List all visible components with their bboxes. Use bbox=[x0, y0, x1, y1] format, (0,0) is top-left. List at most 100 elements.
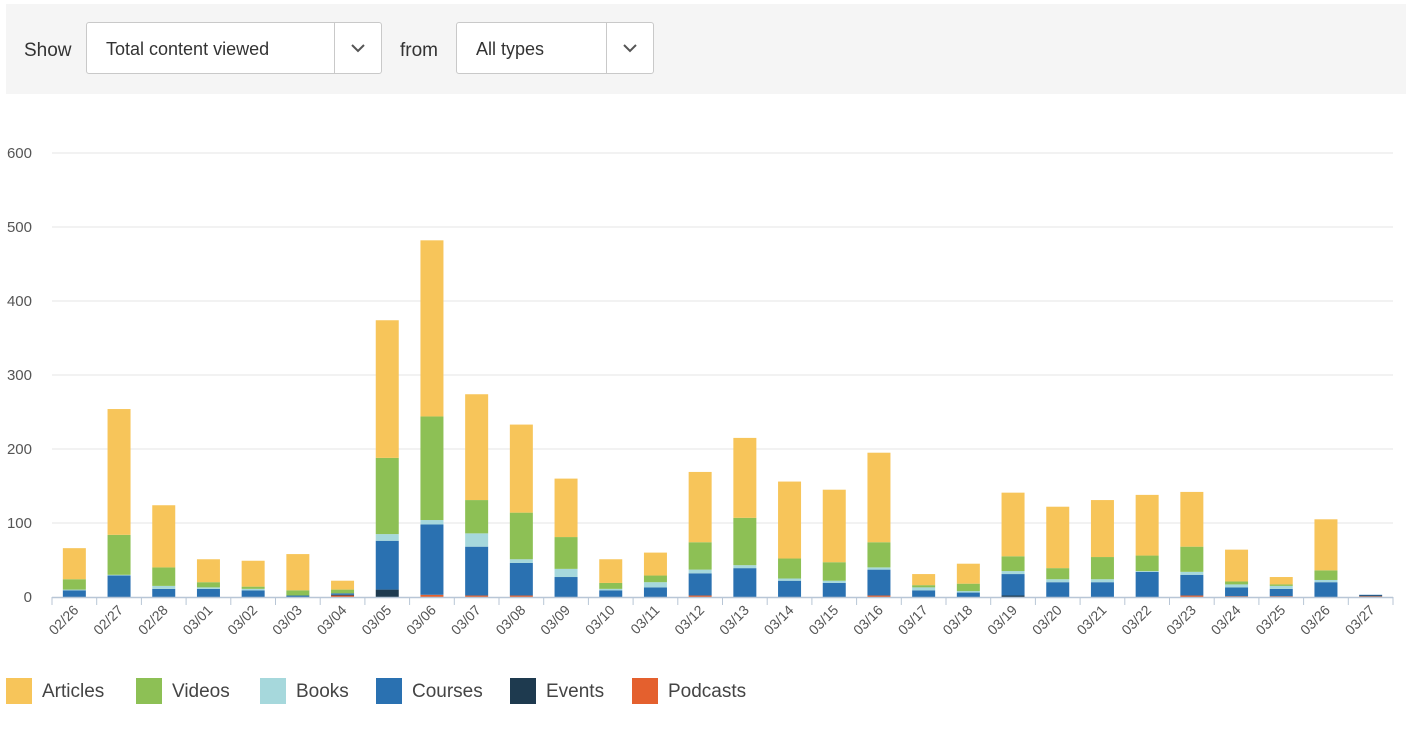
bar-segment-books bbox=[1090, 579, 1114, 583]
legend-swatch bbox=[136, 678, 162, 704]
bar-segment-books bbox=[822, 580, 846, 583]
x-tick-label: 03/22 bbox=[1118, 602, 1154, 638]
bar-segment-podcasts bbox=[1269, 596, 1293, 597]
bar-segment-articles bbox=[1225, 549, 1249, 582]
bar-segment-articles bbox=[465, 394, 489, 501]
show-label: Show bbox=[24, 40, 72, 61]
bar-segment-articles bbox=[62, 548, 86, 580]
bar-segment-books bbox=[599, 588, 623, 591]
bar-segment-books bbox=[688, 569, 712, 574]
bar-segment-videos bbox=[107, 534, 131, 575]
bar-segment-articles bbox=[1180, 491, 1204, 547]
bar-segment-articles bbox=[554, 478, 578, 538]
bar-segment-books bbox=[643, 582, 667, 588]
bar-segment-courses bbox=[107, 575, 131, 597]
bar-segment-articles bbox=[1314, 519, 1338, 571]
bar-segment-articles bbox=[1269, 577, 1293, 585]
x-tick-label: 03/27 bbox=[1342, 602, 1378, 638]
bar-segment-videos bbox=[688, 542, 712, 570]
x-tick-label: 03/17 bbox=[895, 602, 931, 638]
bar-segment-courses bbox=[643, 587, 667, 597]
bar-segment-articles bbox=[375, 320, 399, 458]
metric-select-value: Total content viewed bbox=[106, 39, 270, 59]
bar-segment-books bbox=[778, 578, 802, 581]
bar-segment-articles bbox=[107, 409, 131, 535]
bar-segment-articles bbox=[867, 452, 891, 543]
x-tick-label: 03/14 bbox=[761, 602, 797, 638]
bar-segment-courses bbox=[778, 580, 802, 597]
bar-segment-books bbox=[62, 589, 86, 591]
bar-segment-videos bbox=[1046, 568, 1070, 580]
bar-segment-books bbox=[867, 567, 891, 570]
bar-segment-courses bbox=[1046, 582, 1070, 597]
x-tick-label: 03/15 bbox=[805, 602, 841, 638]
x-tick-label: 03/10 bbox=[582, 602, 618, 638]
bar-segment-videos bbox=[1269, 584, 1293, 586]
bar-segment-podcasts bbox=[509, 595, 533, 597]
bar-segment-courses bbox=[1359, 594, 1383, 596]
x-tick-label: 03/11 bbox=[627, 602, 663, 638]
bar-segment-videos bbox=[599, 582, 623, 589]
bar-segment-books bbox=[554, 568, 578, 578]
bar-segment-articles bbox=[643, 552, 667, 576]
bar-segment-articles bbox=[1001, 492, 1025, 557]
bar-segment-videos bbox=[554, 537, 578, 569]
bar-segment-videos bbox=[643, 575, 667, 583]
bar-segment-articles bbox=[1046, 506, 1070, 569]
bar-segment-courses bbox=[62, 590, 86, 597]
bar-segment-podcasts bbox=[1359, 596, 1383, 597]
type-select-toggle[interactable] bbox=[606, 23, 653, 73]
bar-segment-events bbox=[1001, 595, 1025, 597]
legend-swatch bbox=[376, 678, 402, 704]
bar-segment-videos bbox=[867, 542, 891, 568]
bar-segment-articles bbox=[688, 471, 712, 543]
bar-segment-videos bbox=[196, 582, 220, 588]
bar-segment-books bbox=[241, 588, 265, 591]
metric-select-toggle[interactable] bbox=[334, 23, 381, 73]
x-tick-label: 03/13 bbox=[716, 602, 752, 638]
bar-segment-courses bbox=[1180, 574, 1204, 596]
bar-segment-books bbox=[420, 520, 444, 525]
x-tick-label: 03/20 bbox=[1029, 602, 1065, 638]
x-tick-label: 03/02 bbox=[224, 602, 260, 638]
bar-segment-podcasts bbox=[688, 595, 712, 597]
bar-segment-courses bbox=[196, 588, 220, 597]
bar-segment-courses bbox=[1314, 582, 1338, 597]
legend-label: Courses bbox=[412, 681, 483, 702]
bar-segment-books bbox=[107, 574, 131, 576]
legend-label: Podcasts bbox=[668, 681, 747, 702]
bar-segment-books bbox=[152, 585, 176, 589]
bar-segment-articles bbox=[1135, 494, 1159, 556]
bar-segment-videos bbox=[1090, 557, 1114, 580]
bar-segment-books bbox=[956, 591, 980, 593]
bar-segment-articles bbox=[196, 559, 220, 583]
bar-segment-articles bbox=[599, 559, 623, 583]
bar-segment-videos bbox=[912, 585, 936, 588]
metric-select[interactable]: Total content viewed bbox=[86, 22, 382, 74]
x-tick-label: 03/23 bbox=[1163, 602, 1199, 638]
bar-segment-courses bbox=[912, 590, 936, 597]
bar-segment-books bbox=[1269, 585, 1293, 589]
type-select[interactable]: All types bbox=[456, 22, 654, 74]
bar-segment-videos bbox=[420, 416, 444, 521]
bar-segment-articles bbox=[331, 580, 355, 590]
x-tick-label: 03/16 bbox=[850, 602, 886, 638]
filter-bar: Show Total content viewed from All types bbox=[6, 4, 1406, 94]
legend-label: Events bbox=[546, 681, 605, 702]
bar-segment-videos bbox=[1135, 555, 1159, 572]
x-tick-label: 03/08 bbox=[492, 602, 528, 638]
bar-segment-courses bbox=[375, 540, 399, 590]
bar-segment-articles bbox=[241, 560, 265, 587]
bar-segment-podcasts bbox=[1225, 596, 1249, 597]
bar-segment-videos bbox=[956, 583, 980, 592]
bar-stacks bbox=[62, 240, 1383, 597]
bar-segment-videos bbox=[375, 457, 399, 535]
bar-segment-videos bbox=[1180, 546, 1204, 572]
bar-segment-articles bbox=[152, 505, 176, 568]
x-axis: 02/26 02/27 02/28 03/01 03/02 03/03 03/04 03/05… bbox=[45, 596, 1394, 638]
stacked-bar-chart: 0 100 200 300 400 500 600 02/26 02/27 02/28 03/01… bbox=[7, 145, 1394, 638]
bar-segment-videos bbox=[1001, 556, 1025, 572]
bar-segment-events bbox=[331, 594, 355, 596]
bar-segment-articles bbox=[778, 481, 802, 559]
bar-segment-courses bbox=[733, 568, 757, 597]
